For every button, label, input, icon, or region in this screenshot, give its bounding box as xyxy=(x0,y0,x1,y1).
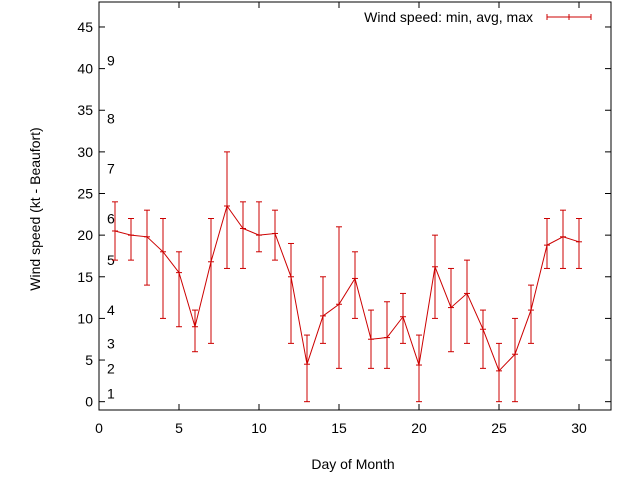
x-tick-label: 5 xyxy=(175,420,183,436)
beaufort-label: 6 xyxy=(107,210,115,226)
beaufort-label: 3 xyxy=(107,335,115,351)
y-tick-label: 0 xyxy=(85,394,93,410)
beaufort-label: 2 xyxy=(107,360,115,376)
beaufort-label: 7 xyxy=(107,161,115,177)
avg-line xyxy=(114,204,580,372)
beaufort-label: 9 xyxy=(107,52,115,68)
legend: Wind speed: min, avg, max xyxy=(364,9,592,25)
x-tick-label: 0 xyxy=(95,420,103,436)
beaufort-label: 4 xyxy=(107,302,115,318)
y-tick-label: 40 xyxy=(77,61,93,77)
x-axis-label: Day of Month xyxy=(311,456,394,472)
x-tick-label: 10 xyxy=(251,420,267,436)
x-tick-label: 25 xyxy=(491,420,507,436)
y-tick-label: 30 xyxy=(77,144,93,160)
beaufort-label: 5 xyxy=(107,252,115,268)
x-tick-label: 30 xyxy=(571,420,587,436)
beaufort-labels: 1 2 3 4 5 6 7 8 9 xyxy=(107,52,115,401)
beaufort-label: 1 xyxy=(107,385,115,401)
y-tick-label: 10 xyxy=(77,310,93,326)
x-tick-label: 20 xyxy=(411,420,427,436)
legend-label: Wind speed: min, avg, max xyxy=(364,9,533,25)
plot-frame xyxy=(98,1,612,411)
y-tick-label: 15 xyxy=(77,269,93,285)
y-tick-label: 20 xyxy=(77,227,93,243)
y-tick-label: 35 xyxy=(77,102,93,118)
beaufort-label: 8 xyxy=(107,111,115,127)
x-tick-label: 15 xyxy=(331,420,347,436)
series-wind-speed xyxy=(112,151,582,403)
y-tick-label: 5 xyxy=(85,352,93,368)
y-tick-label: 25 xyxy=(77,186,93,202)
y-tick-label: 45 xyxy=(77,19,93,35)
y-axis-label: Wind speed (kt - Beaufort) xyxy=(27,127,43,290)
